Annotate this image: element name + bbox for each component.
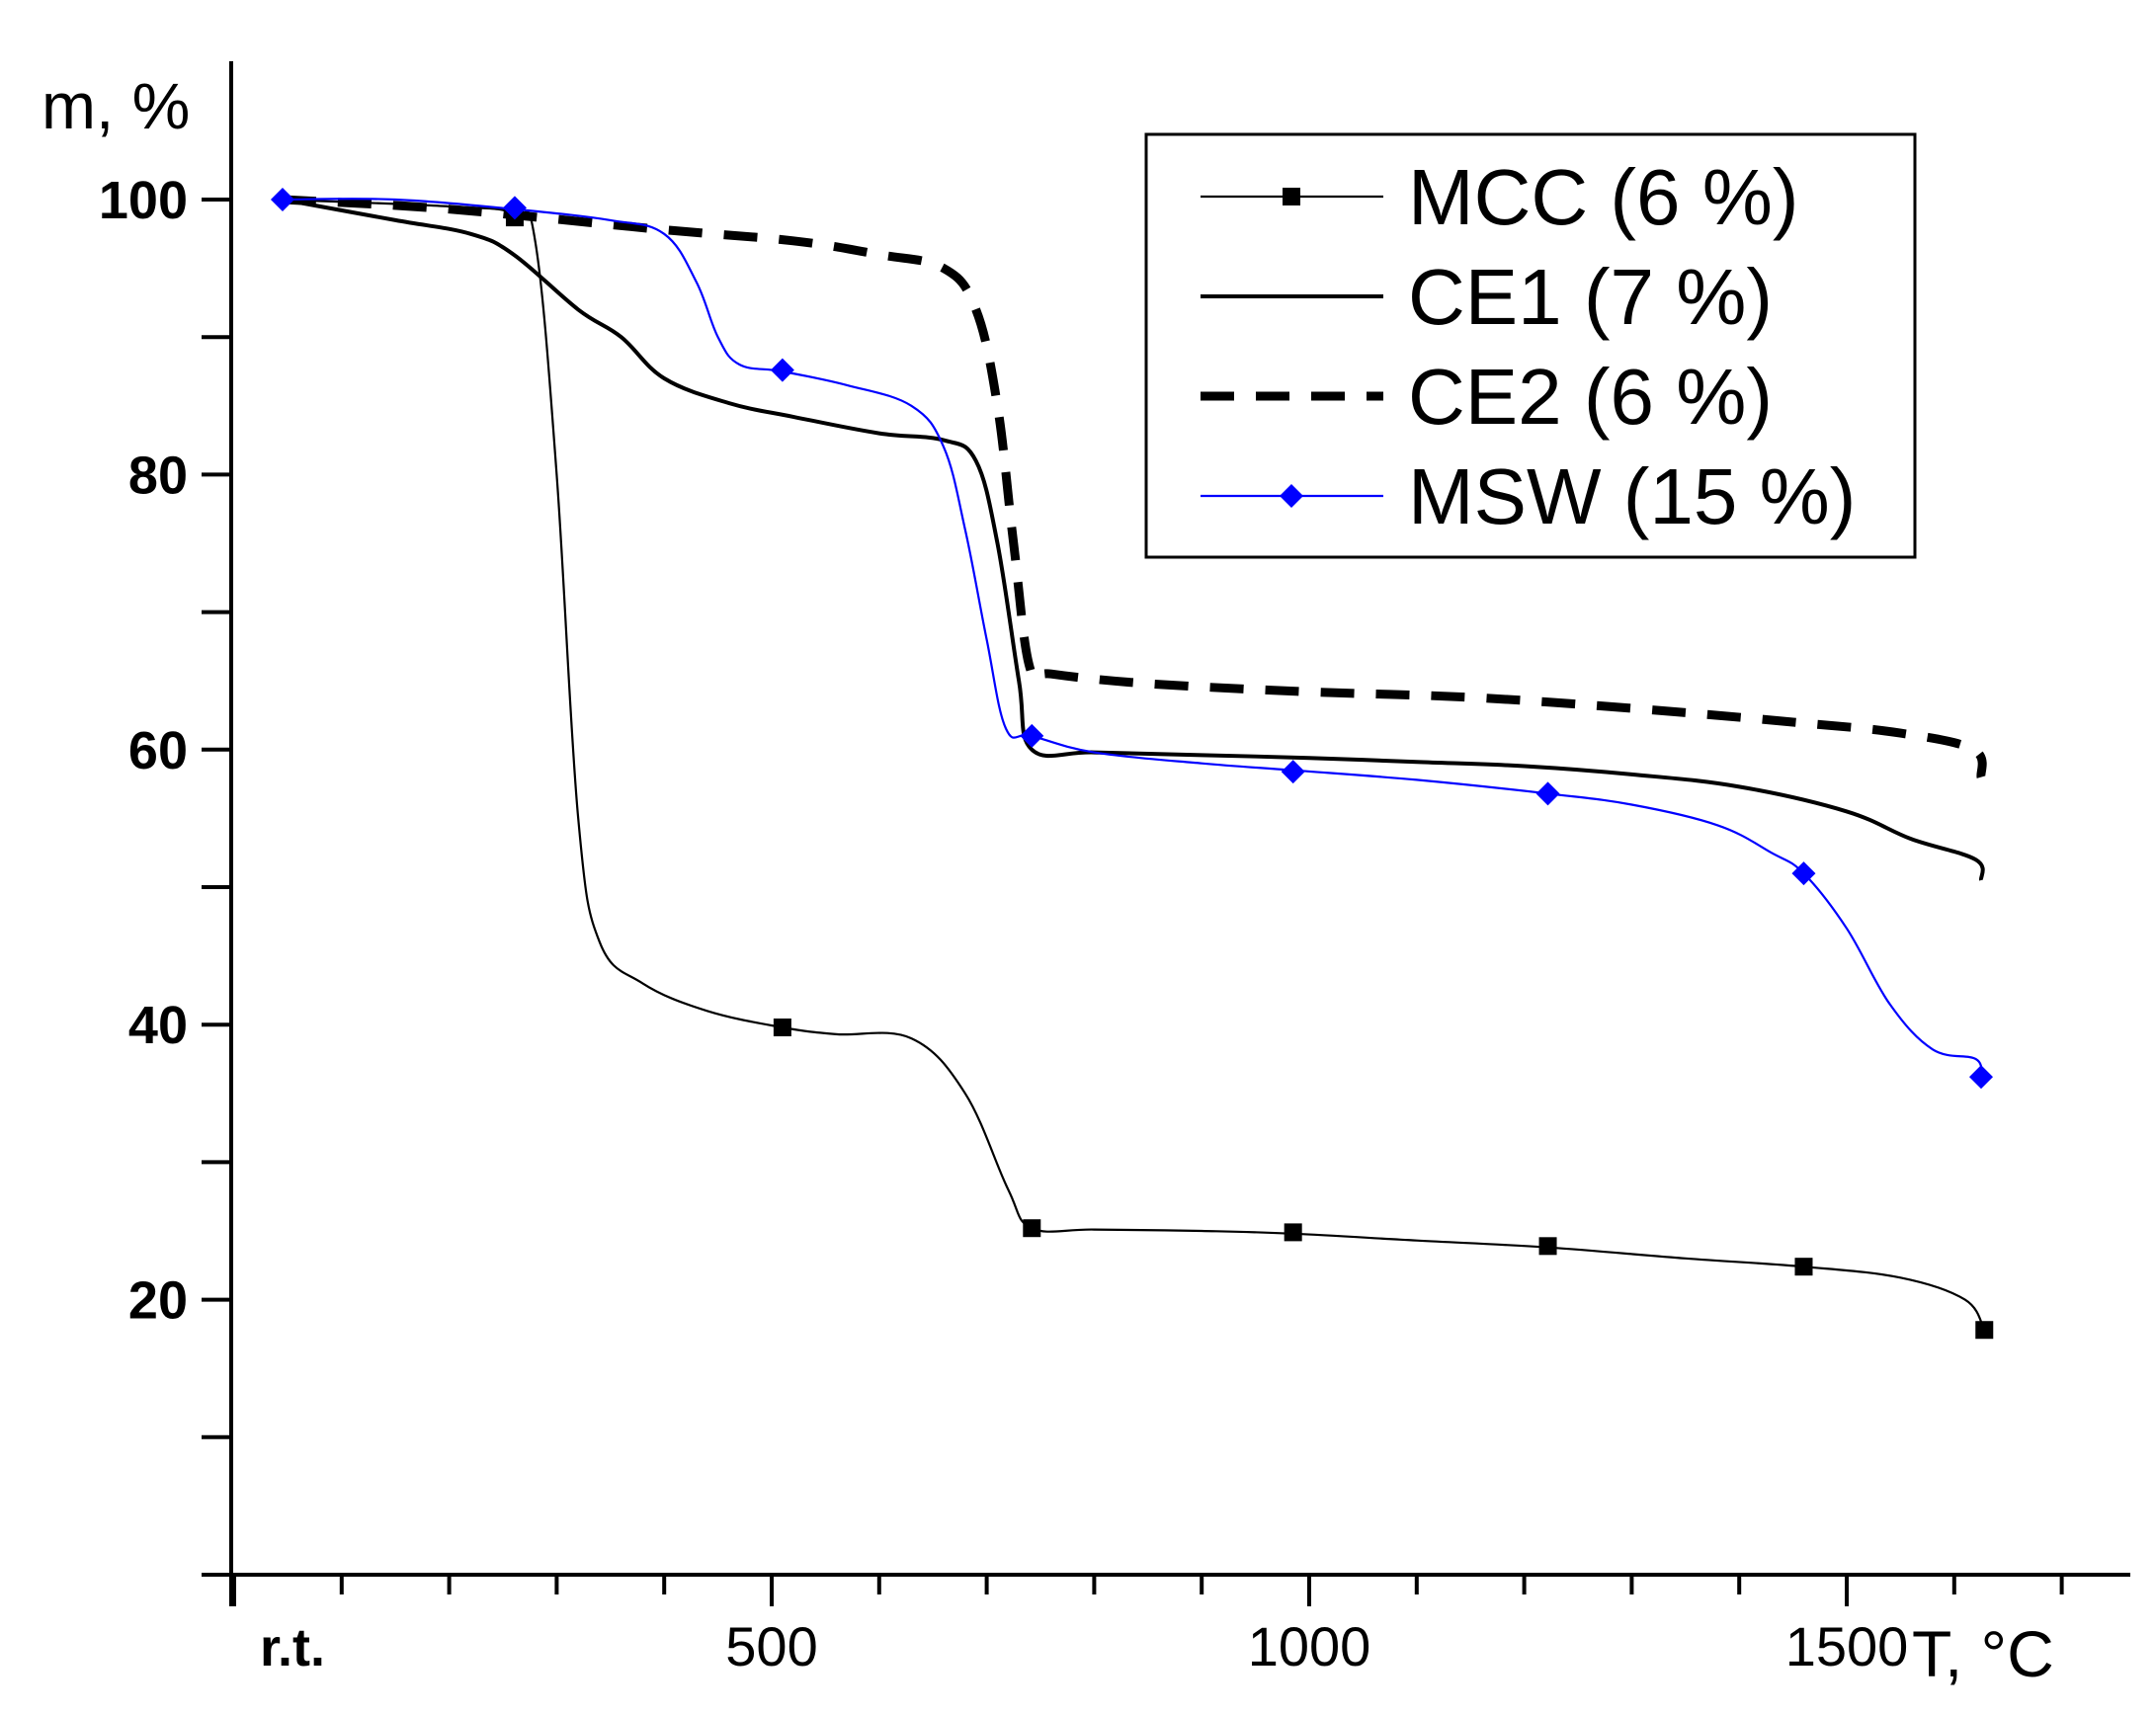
data-point bbox=[270, 188, 294, 211]
legend-marker bbox=[1280, 484, 1303, 508]
series-line bbox=[282, 198, 1985, 881]
data-point bbox=[1281, 760, 1305, 784]
data-point bbox=[1020, 723, 1044, 748]
axes: m, % T, °C 20 40 60 80 100 r.t. 500 1000 1500 bbox=[41, 61, 2130, 1690]
legend: MCC (6 %) CE1 (7 %) CE2 (6 %) MSW (15 %) bbox=[1144, 132, 1917, 559]
data-point bbox=[502, 196, 527, 220]
x-tick-label: r.t. bbox=[260, 1618, 325, 1677]
plot-area bbox=[270, 188, 1994, 1340]
legend-label: MCC (6 %) bbox=[1408, 153, 1799, 241]
y-tick-label: 100 bbox=[99, 171, 188, 230]
data-point bbox=[1969, 1065, 1993, 1090]
data-point bbox=[1023, 1219, 1041, 1238]
series-mcc bbox=[282, 198, 1994, 1340]
data-point bbox=[1284, 1223, 1302, 1242]
data-point bbox=[770, 358, 794, 382]
y-tick-label: 60 bbox=[128, 721, 188, 780]
legend-entry: MSW (15 %) bbox=[1201, 452, 1856, 540]
y-tick-label: 40 bbox=[128, 996, 188, 1055]
series-line bbox=[282, 198, 1986, 1331]
legend-entry: CE1 (7 %) bbox=[1201, 253, 1773, 341]
legend-entry: MCC (6 %) bbox=[1201, 153, 1799, 241]
series-msw bbox=[270, 188, 1993, 1090]
legend-entry: CE2 (6 %) bbox=[1201, 353, 1773, 441]
x-tick-label: 500 bbox=[725, 1615, 817, 1677]
y-tick-label: 80 bbox=[128, 446, 188, 505]
data-point bbox=[1791, 861, 1816, 886]
x-tick-label: 1500 bbox=[1785, 1615, 1909, 1677]
legend-marker bbox=[1283, 188, 1300, 205]
data-point bbox=[1538, 1237, 1557, 1256]
legend-label: CE2 (6 %) bbox=[1408, 353, 1773, 441]
data-point bbox=[1794, 1258, 1813, 1276]
data-point bbox=[773, 1018, 791, 1036]
legend-box bbox=[1144, 132, 1917, 559]
x-axis-label: T, °C bbox=[1912, 1617, 2054, 1690]
y-axis-label: m, % bbox=[41, 69, 190, 142]
x-tick-label: 1000 bbox=[1248, 1615, 1371, 1677]
legend-label: MSW (15 %) bbox=[1408, 452, 1856, 540]
series-ce2 bbox=[282, 195, 1987, 778]
series-line bbox=[282, 195, 1987, 778]
series-ce1 bbox=[282, 198, 1985, 881]
legend-label: CE1 (7 %) bbox=[1408, 253, 1773, 341]
data-point bbox=[1975, 1321, 1994, 1340]
data-point bbox=[1535, 781, 1560, 806]
y-tick-label: 20 bbox=[128, 1271, 188, 1331]
